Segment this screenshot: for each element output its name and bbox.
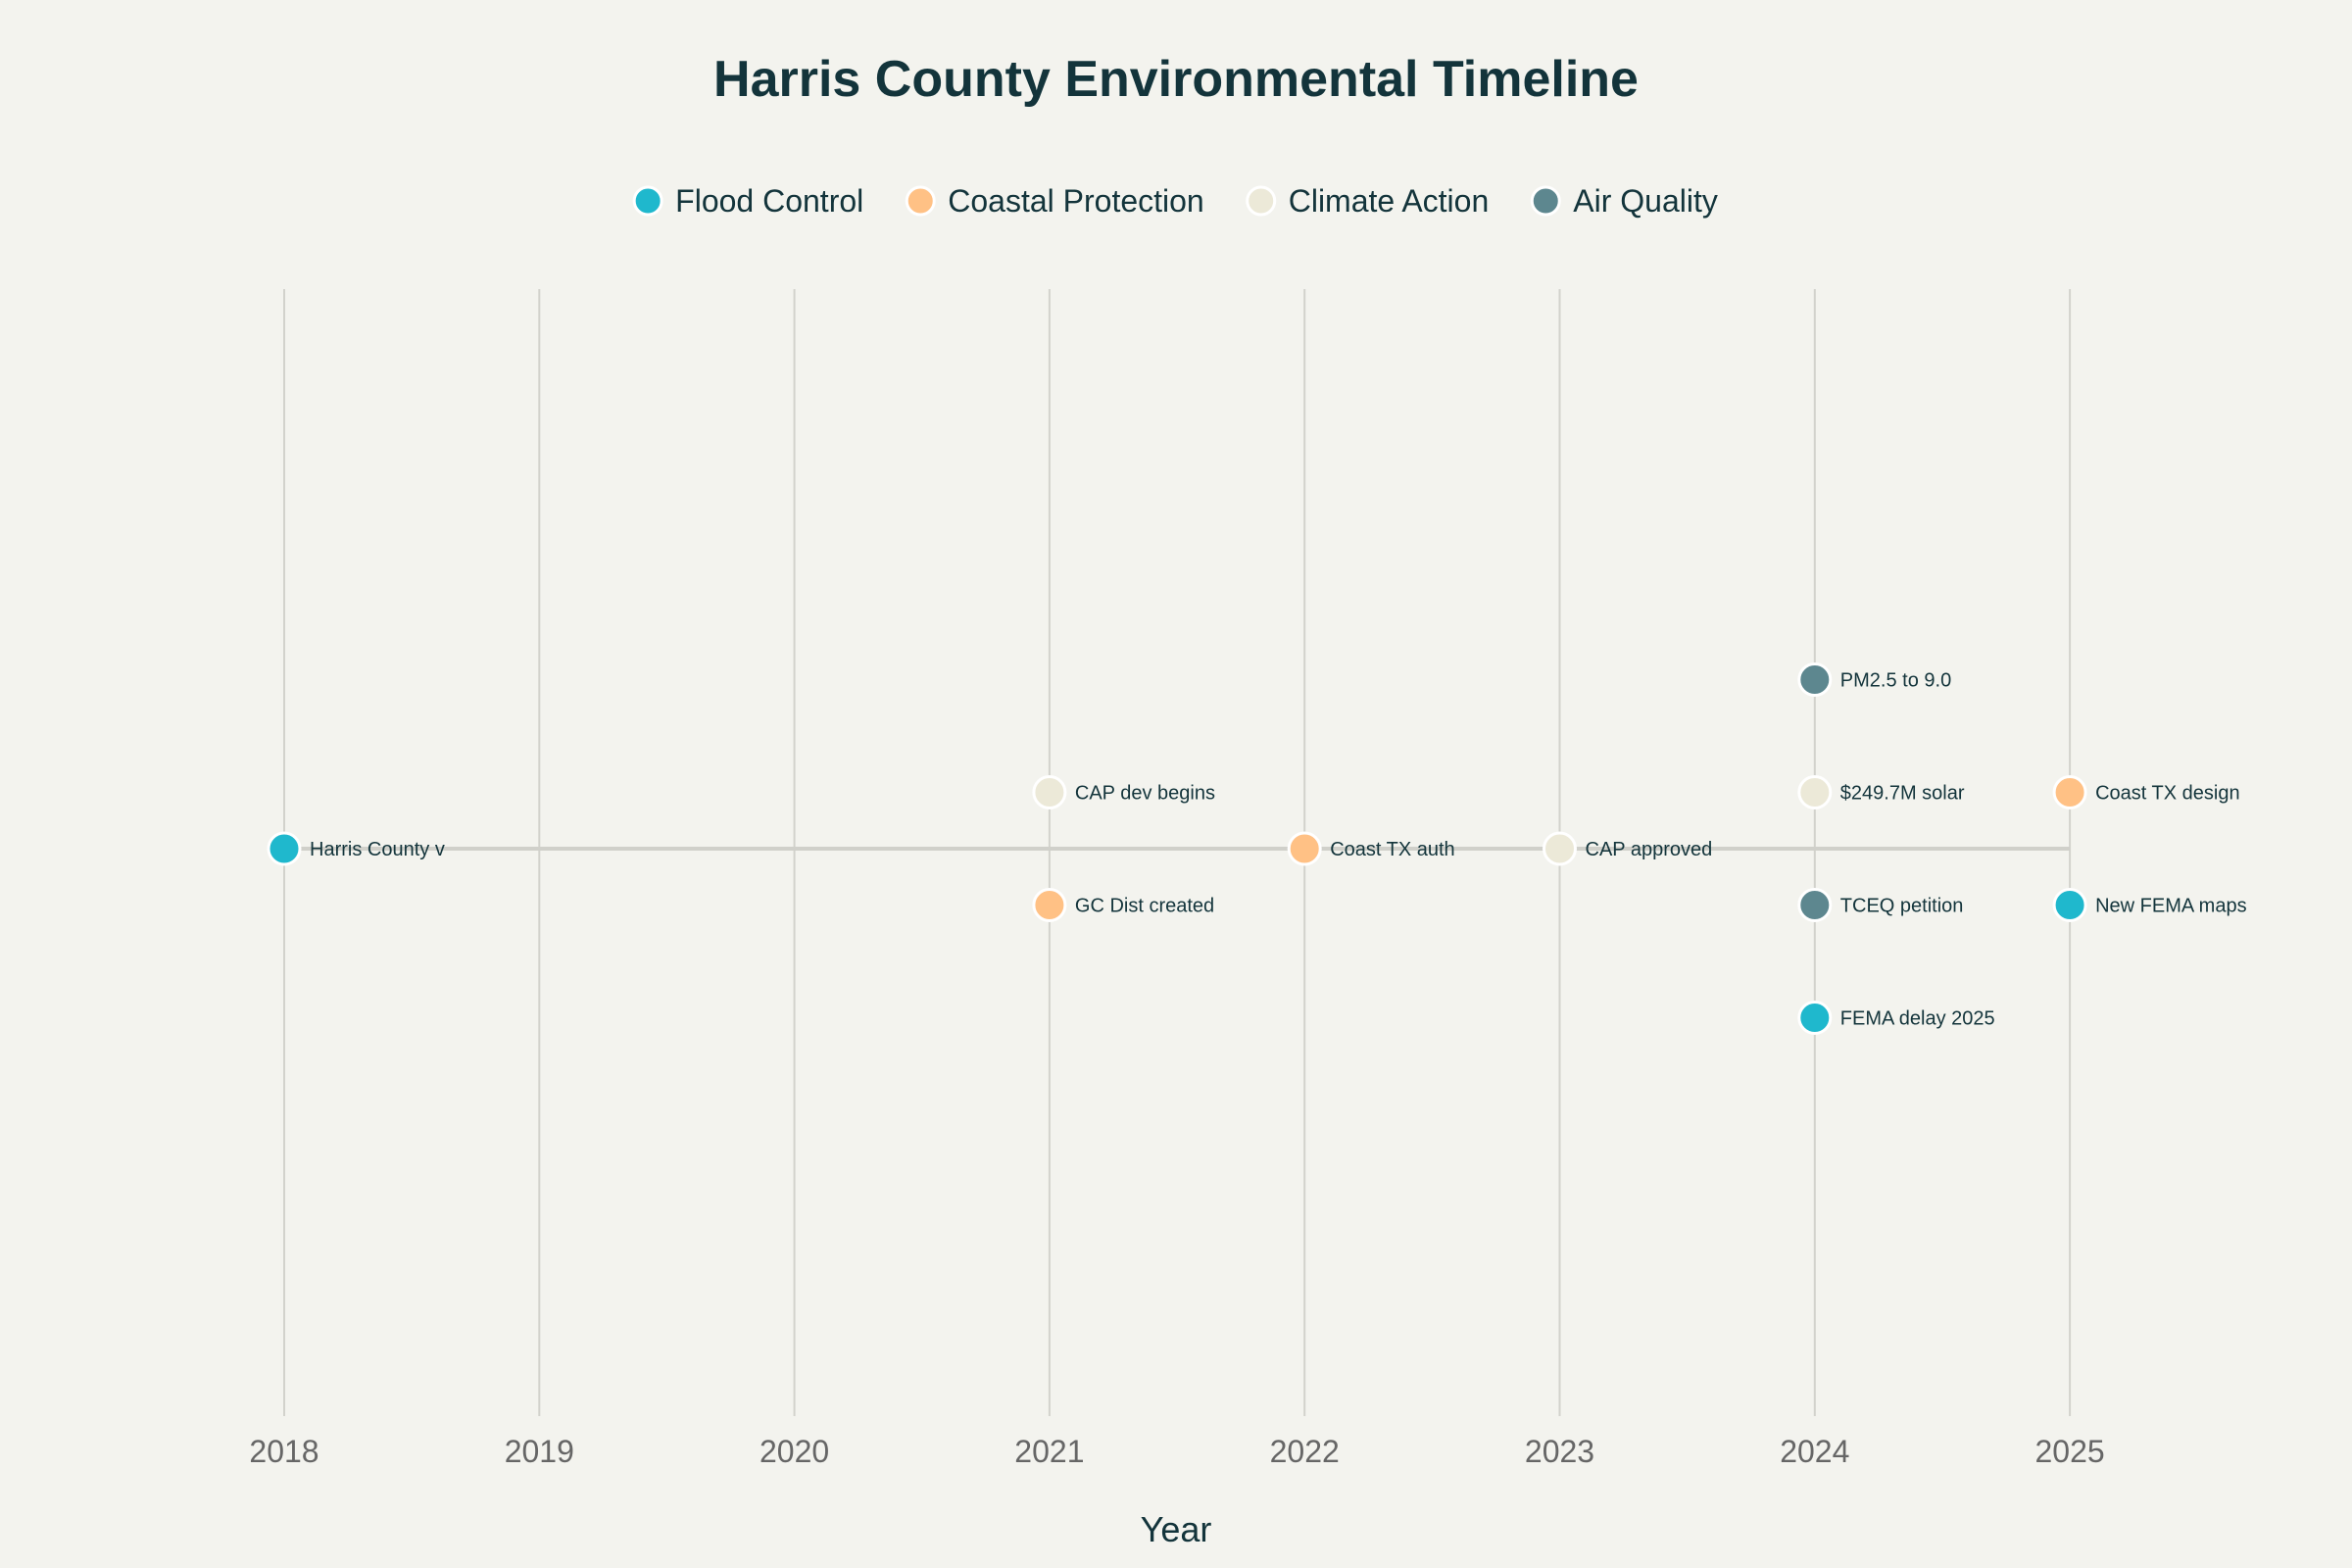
data-label: GC Dist created [1075, 896, 1214, 917]
x-tick-label: 2023 [1525, 1434, 1594, 1469]
data-point[interactable] [1797, 1001, 1833, 1035]
legend-item[interactable]: Air Quality [1530, 183, 1718, 219]
data-point[interactable] [1797, 775, 1833, 809]
x-axis-label: Year [1141, 1509, 1212, 1549]
data-label: Coast TX design [2095, 783, 2240, 805]
x-tick-label: 2021 [1014, 1434, 1084, 1469]
x-tick-label: 2020 [760, 1434, 829, 1469]
legend-item[interactable]: Coastal Protection [905, 183, 1204, 219]
x-axis-ticks: 2018 2019 2020 2021 2022 2023 2024 2025 [249, 1434, 2104, 1469]
x-tick-label: 2024 [1780, 1434, 1849, 1469]
x-tick-label: 2019 [505, 1434, 574, 1469]
data-label: PM2.5 to 9.0 [1840, 670, 1951, 692]
data-label: FEMA delay 2025 [1840, 1008, 1995, 1030]
data-point[interactable] [1797, 888, 1833, 922]
chart-title: Harris County Environmental Timeline [713, 51, 1639, 108]
data-point[interactable] [1032, 888, 1067, 922]
data-point[interactable] [1797, 662, 1833, 697]
data-label: Harris County v [310, 839, 445, 860]
data-points: Harris County v FEMA delay 2025 New FEMA m… [267, 662, 2247, 1035]
legend-item[interactable]: Flood Control [632, 183, 863, 219]
legend-label: Coastal Protection [948, 183, 1203, 219]
data-label: CAP dev begins [1075, 783, 1215, 805]
x-tick-label: 2018 [249, 1434, 318, 1469]
legend-marker [905, 185, 936, 217]
legend-label: Climate Action [1289, 183, 1490, 219]
x-tick-label: 2025 [2035, 1434, 2105, 1469]
data-point[interactable] [1032, 775, 1067, 809]
legend-item[interactable]: Climate Action [1246, 183, 1490, 219]
legend-label: Flood Control [675, 183, 863, 219]
data-label: CAP approved [1586, 839, 1713, 860]
legend-marker [1530, 185, 1561, 217]
grid-lines [283, 289, 2072, 1416]
data-label: TCEQ petition [1840, 896, 1964, 917]
legend-marker [632, 185, 663, 217]
legend-marker [1246, 185, 1277, 217]
x-tick-label: 2022 [1270, 1434, 1340, 1469]
data-point[interactable] [267, 831, 302, 866]
legend-label: Air Quality [1573, 183, 1718, 219]
data-label: Coast TX auth [1330, 839, 1454, 860]
data-point[interactable] [2052, 775, 2087, 809]
data-point[interactable] [1543, 831, 1577, 866]
data-label: New FEMA maps [2095, 896, 2246, 917]
data-point[interactable] [1287, 831, 1322, 866]
legend: Flood Control Coastal Protection Climate A… [632, 183, 1718, 219]
data-point[interactable] [2052, 888, 2087, 922]
data-label: $249.7M solar [1840, 783, 1965, 805]
